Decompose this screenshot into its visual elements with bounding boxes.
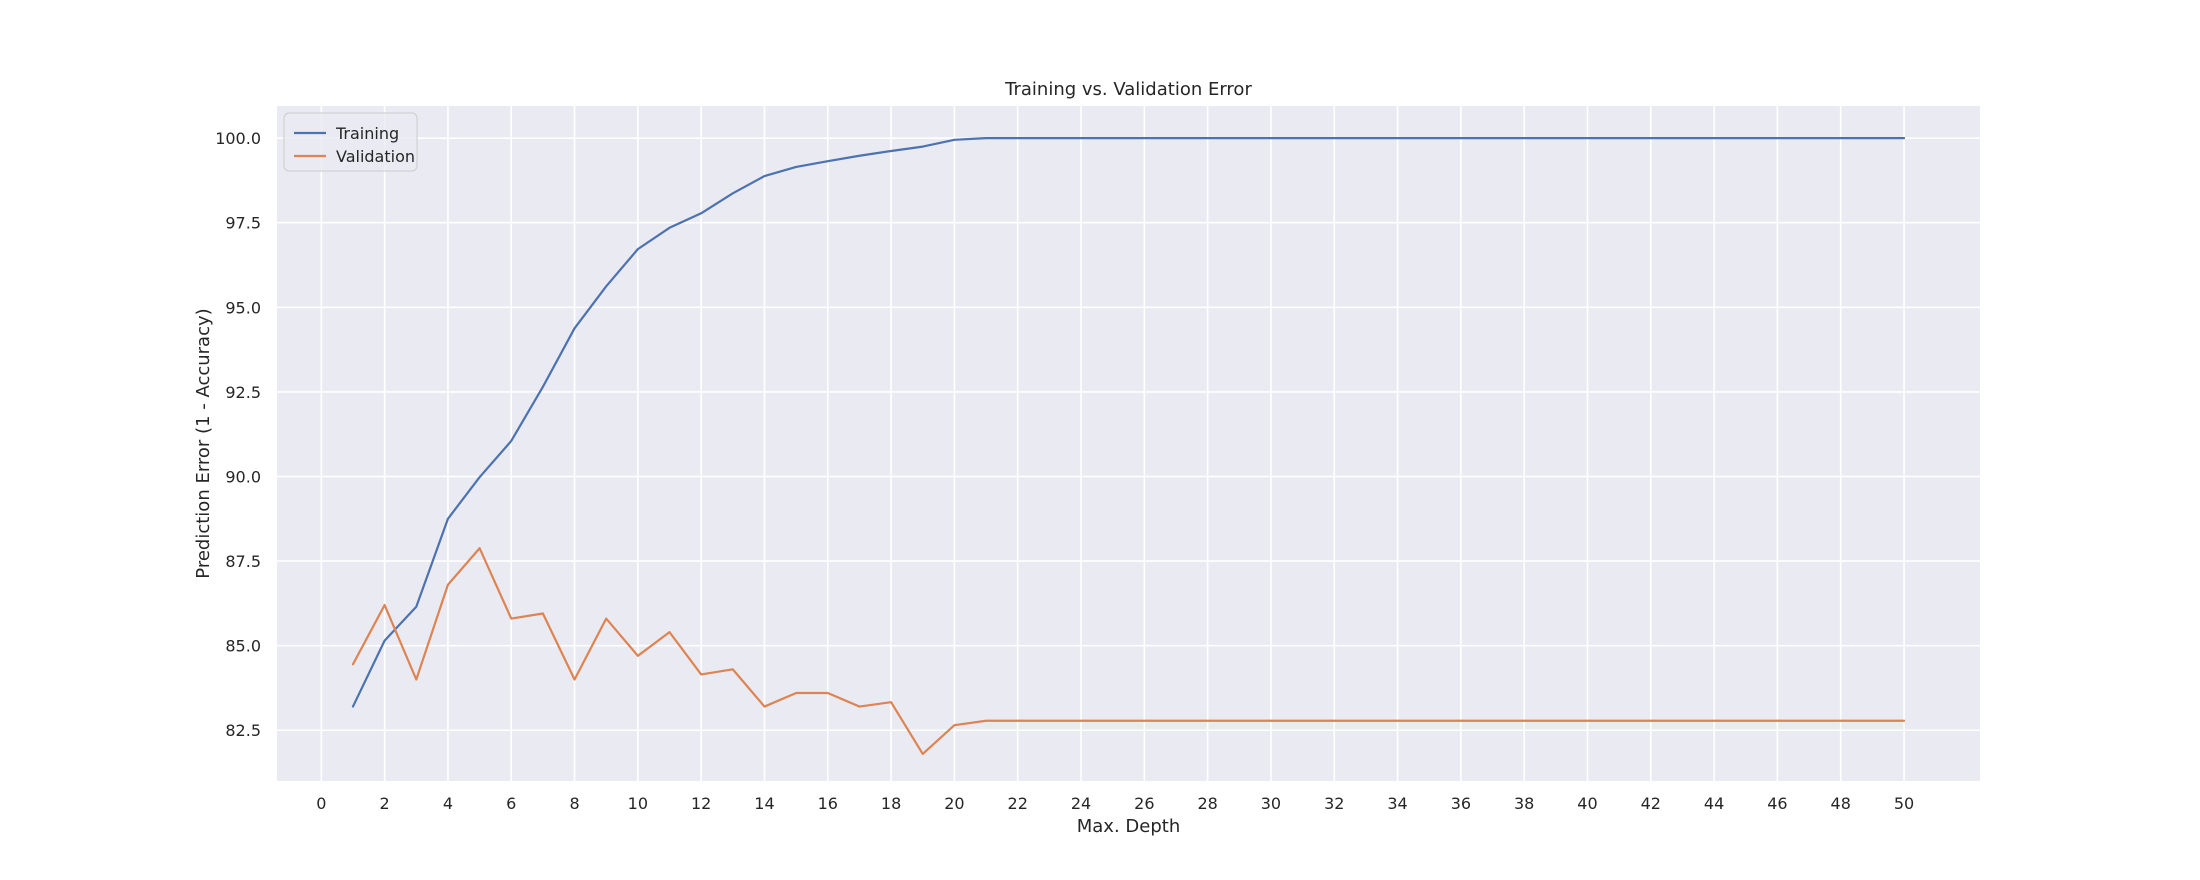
x-tick-label: 22 xyxy=(1008,794,1028,813)
y-tick-label: 87.5 xyxy=(225,552,261,571)
x-axis-label: Max. Depth xyxy=(1077,816,1180,837)
series-lines xyxy=(351,137,1906,756)
series-line-validation xyxy=(351,547,1906,756)
x-tick-label: 26 xyxy=(1134,794,1154,813)
x-tick-label: 38 xyxy=(1514,794,1534,813)
x-tick-label: 28 xyxy=(1197,794,1217,813)
x-tick-label: 10 xyxy=(628,794,648,813)
plot-area xyxy=(277,106,1980,781)
grid-lines xyxy=(277,106,1980,781)
x-tick-label: 42 xyxy=(1641,794,1661,813)
x-tick-label: 48 xyxy=(1831,794,1851,813)
legend-label-training: Training xyxy=(335,124,399,143)
y-tick-label: 82.5 xyxy=(225,721,261,740)
x-tick-label: 40 xyxy=(1577,794,1597,813)
y-tick-label: 97.5 xyxy=(225,214,261,233)
x-tick-label: 18 xyxy=(881,794,901,813)
x-tick-label: 20 xyxy=(944,794,964,813)
x-tick-label: 12 xyxy=(691,794,711,813)
y-axis-ticks: 82.5 85.0 87.5 90.0 92.5 95.0 97.5 100.0 xyxy=(215,129,261,740)
y-tick-label: 85.0 xyxy=(225,637,261,656)
x-tick-label: 30 xyxy=(1261,794,1281,813)
x-tick-label: 36 xyxy=(1451,794,1471,813)
x-tick-label: 24 xyxy=(1071,794,1091,813)
legend-label-validation: Validation xyxy=(336,147,415,166)
x-tick-label: 32 xyxy=(1324,794,1344,813)
x-tick-label: 34 xyxy=(1387,794,1407,813)
legend: Training Validation xyxy=(283,112,418,172)
x-axis-ticks: 0 2 4 6 8 10 12 14 16 18 20 22 24 26 28 30 32 34 36 38 40 42 4… xyxy=(316,794,1914,813)
x-tick-label: 44 xyxy=(1704,794,1724,813)
x-tick-label: 4 xyxy=(443,794,453,813)
x-tick-label: 16 xyxy=(818,794,838,813)
y-tick-label: 92.5 xyxy=(225,383,261,402)
x-tick-label: 46 xyxy=(1767,794,1787,813)
x-tick-label: 0 xyxy=(316,794,326,813)
series-line-training xyxy=(351,137,1906,708)
x-tick-label: 6 xyxy=(506,794,516,813)
chart-title: Training vs. Validation Error xyxy=(1004,79,1252,100)
x-tick-label: 2 xyxy=(380,794,390,813)
y-tick-label: 95.0 xyxy=(225,298,261,317)
x-tick-label: 8 xyxy=(569,794,579,813)
y-tick-label: 90.0 xyxy=(225,467,261,486)
y-axis-label: Prediction Error (1 - Accuracy) xyxy=(193,308,214,578)
x-tick-label: 50 xyxy=(1894,794,1914,813)
x-tick-label: 14 xyxy=(754,794,774,813)
y-tick-label: 100.0 xyxy=(215,129,261,148)
